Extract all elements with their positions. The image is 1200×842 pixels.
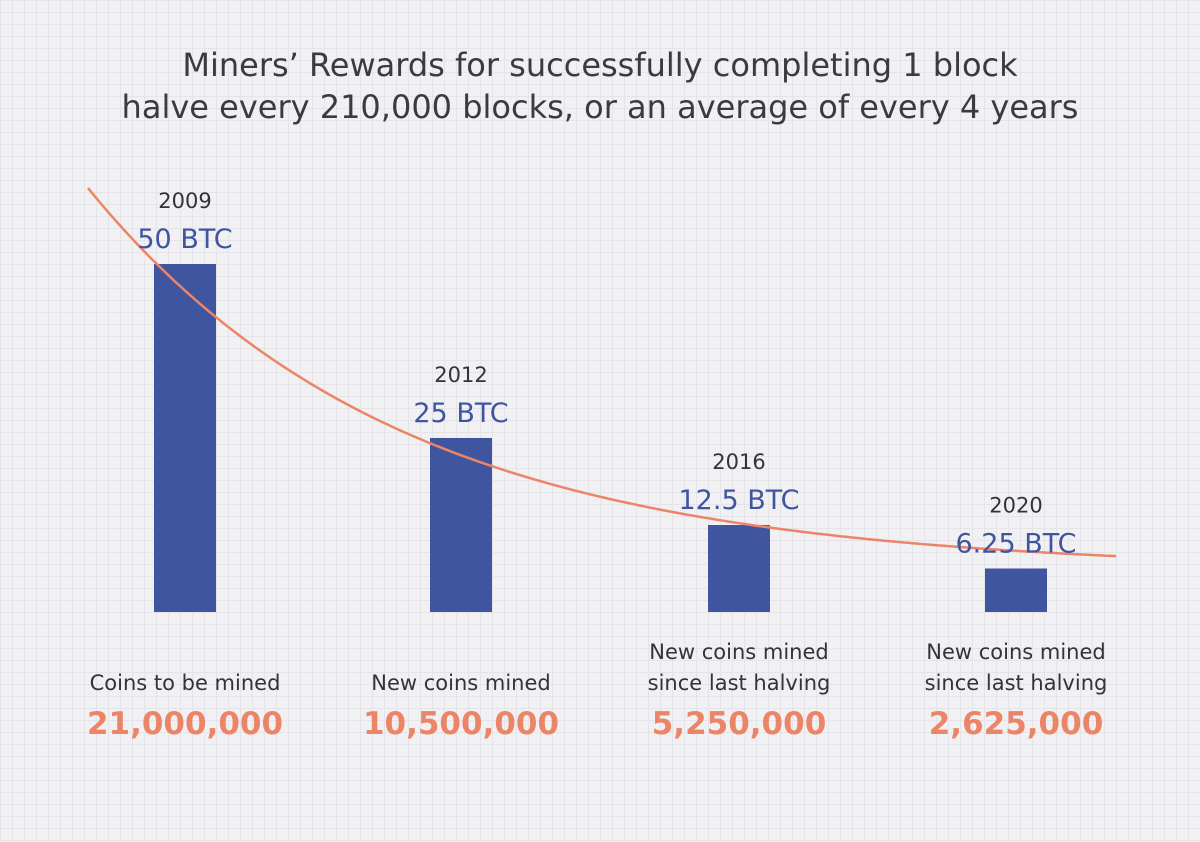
chart-title-line-2: halve every 210,000 blocks, or an averag… [121,88,1079,126]
value-label-2020: 6.25 BTC [956,529,1077,560]
caption-2009-line-1: Coins to be mined [90,671,281,695]
coins-label-2020: 2,625,000 [929,706,1104,742]
coins-label-2016: 5,250,000 [652,706,827,742]
value-label-2016: 12.5 BTC [679,485,800,516]
caption-2020-line-1: New coins mined [926,640,1105,664]
chart-title: Miners’ Rewards for successfully complet… [0,44,1200,128]
year-label-2012: 2012 [434,363,487,387]
halving-trend-curve [87,187,1117,558]
year-label-2009: 2009 [158,189,211,213]
value-label-2012: 25 BTC [413,398,508,429]
year-label-2016: 2016 [712,450,765,474]
bar-2009 [154,264,216,612]
caption-2012-line-1: New coins mined [371,671,550,695]
bar-2016 [708,525,770,612]
caption-2016-line-2: since last halving [648,671,831,695]
coins-label-2012: 10,500,000 [363,706,559,742]
value-label-2009: 50 BTC [137,224,232,255]
bars-group [154,264,1047,612]
caption-2016-line-1: New coins mined [649,640,828,664]
year-label-2020: 2020 [989,494,1042,518]
labels-group: 2009 50 BTC Coins to be mined 21,000,000 201… [87,189,1107,742]
bar-2012 [430,438,492,612]
coins-label-2009: 21,000,000 [87,706,283,742]
bar-2020 [985,568,1047,612]
caption-2020-line-2: since last halving [925,671,1108,695]
chart-title-line-1: Miners’ Rewards for successfully complet… [182,46,1018,84]
